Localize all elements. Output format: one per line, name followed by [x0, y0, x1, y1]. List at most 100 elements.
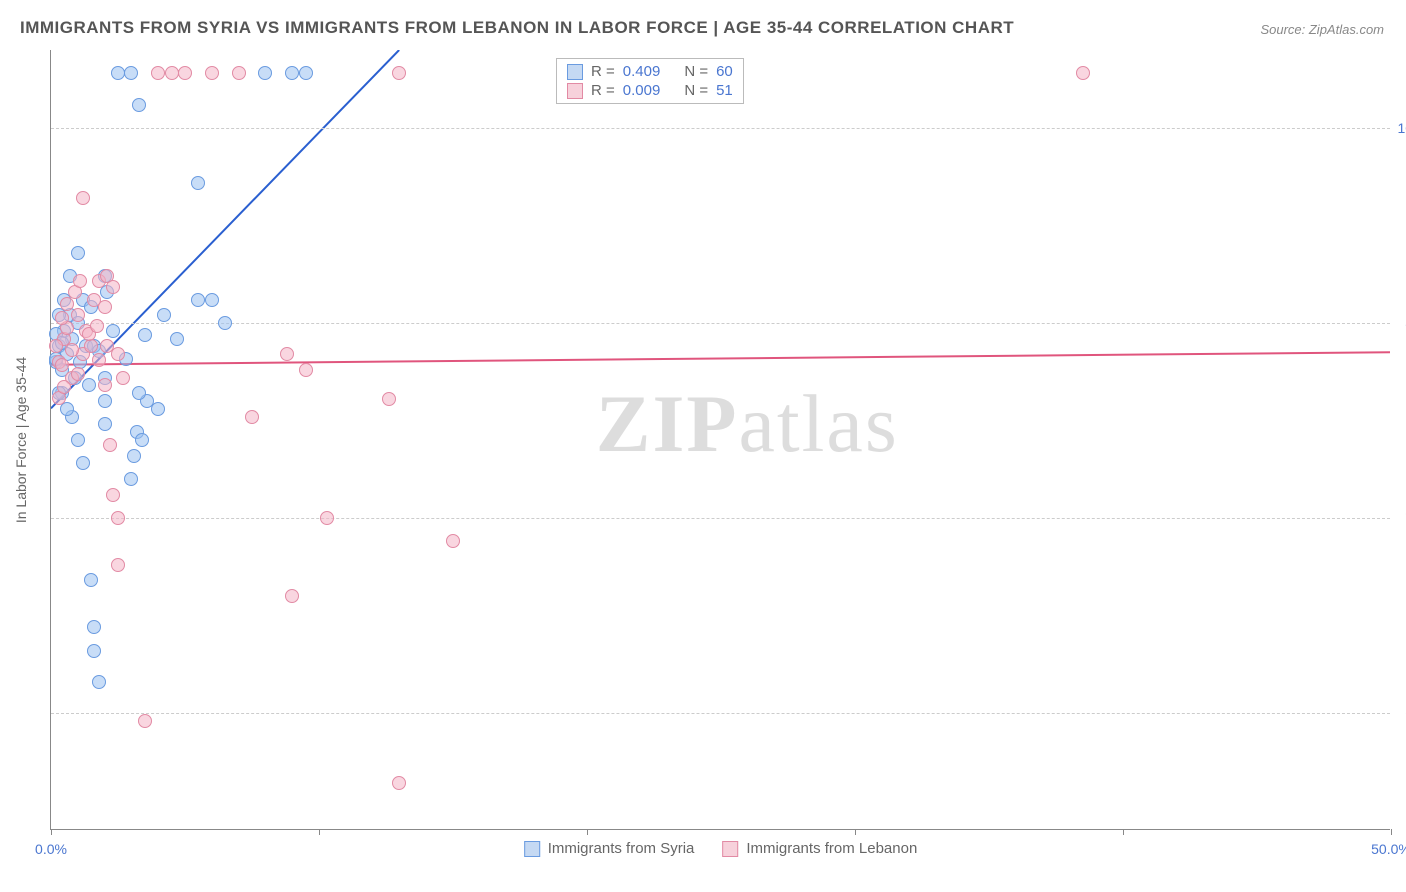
- scatter-point: [76, 456, 90, 470]
- scatter-point: [157, 308, 171, 322]
- scatter-point: [71, 367, 85, 381]
- scatter-point: [178, 66, 192, 80]
- scatter-point: [71, 308, 85, 322]
- scatter-point: [71, 246, 85, 260]
- y-axis-label: In Labor Force | Age 35-44: [13, 356, 29, 522]
- scatter-point: [98, 300, 112, 314]
- r-label: R =: [591, 63, 615, 80]
- scatter-point: [124, 66, 138, 80]
- x-tick: [319, 829, 320, 835]
- scatter-point: [138, 714, 152, 728]
- n-value: 60: [716, 63, 733, 80]
- x-tick: [51, 829, 52, 835]
- x-tick: [1123, 829, 1124, 835]
- x-tick: [1391, 829, 1392, 835]
- scatter-point: [106, 324, 120, 338]
- scatter-point: [65, 343, 79, 357]
- scatter-point: [71, 433, 85, 447]
- scatter-point: [87, 620, 101, 634]
- scatter-point: [124, 472, 138, 486]
- gridline: [51, 713, 1390, 714]
- legend-item: Immigrants from Lebanon: [722, 840, 917, 857]
- legend-label: Immigrants from Syria: [548, 840, 695, 857]
- scatter-point: [90, 319, 104, 333]
- source-attribution: Source: ZipAtlas.com: [1260, 22, 1384, 37]
- gridline: [51, 323, 1390, 324]
- legend-swatch: [567, 64, 583, 80]
- scatter-point: [138, 328, 152, 342]
- r-label: R =: [591, 82, 615, 99]
- scatter-point: [73, 274, 87, 288]
- scatter-point: [205, 66, 219, 80]
- scatter-point: [258, 66, 272, 80]
- scatter-point: [111, 66, 125, 80]
- gridline: [51, 518, 1390, 519]
- scatter-point: [100, 339, 114, 353]
- scatter-point: [132, 98, 146, 112]
- scatter-point: [49, 339, 63, 353]
- n-label: N =: [684, 82, 708, 99]
- scatter-point: [132, 386, 146, 400]
- scatter-point: [127, 449, 141, 463]
- legend-label: Immigrants from Lebanon: [746, 840, 917, 857]
- scatter-point: [382, 392, 396, 406]
- scatter-point: [82, 378, 96, 392]
- scatter-point: [84, 339, 98, 353]
- scatter-point: [55, 311, 69, 325]
- y-tick-label: 87.5%: [1395, 315, 1406, 331]
- legend-row: R = 0.409 N = 60: [567, 63, 733, 80]
- scatter-point: [106, 488, 120, 502]
- watermark: ZIPatlas: [596, 377, 899, 471]
- scatter-point: [165, 66, 179, 80]
- scatter-point: [1076, 66, 1090, 80]
- scatter-point: [299, 363, 313, 377]
- scatter-point: [446, 534, 460, 548]
- plot-area: In Labor Force | Age 35-44 ZIPatlas R = …: [50, 50, 1390, 830]
- legend-row: R = 0.009 N = 51: [567, 82, 733, 99]
- scatter-point: [98, 378, 112, 392]
- scatter-point: [84, 573, 98, 587]
- scatter-point: [151, 66, 165, 80]
- legend-correlation: R = 0.409 N = 60 R = 0.009 N = 51: [556, 58, 744, 104]
- scatter-point: [285, 589, 299, 603]
- y-tick-label: 75.0%: [1395, 510, 1406, 526]
- x-tick: [855, 829, 856, 835]
- scatter-point: [103, 438, 117, 452]
- scatter-point: [111, 511, 125, 525]
- chart-title: IMMIGRANTS FROM SYRIA VS IMMIGRANTS FROM…: [20, 18, 1014, 38]
- legend-swatch: [524, 841, 540, 857]
- scatter-point: [232, 66, 246, 80]
- r-value: 0.009: [623, 82, 661, 99]
- scatter-point: [280, 347, 294, 361]
- scatter-point: [106, 280, 120, 294]
- legend-swatch: [722, 841, 738, 857]
- gridline: [51, 128, 1390, 129]
- x-tick-label: 0.0%: [35, 841, 67, 857]
- n-label: N =: [684, 63, 708, 80]
- n-value: 51: [716, 82, 733, 99]
- scatter-point: [76, 191, 90, 205]
- scatter-point: [98, 394, 112, 408]
- scatter-point: [218, 316, 232, 330]
- scatter-point: [320, 511, 334, 525]
- x-tick-label: 50.0%: [1371, 841, 1406, 857]
- scatter-point: [98, 417, 112, 431]
- scatter-point: [87, 644, 101, 658]
- legend-item: Immigrants from Syria: [524, 840, 695, 857]
- scatter-point: [205, 293, 219, 307]
- scatter-point: [245, 410, 259, 424]
- y-tick-label: 62.5%: [1395, 705, 1406, 721]
- scatter-point: [92, 353, 106, 367]
- scatter-point: [135, 433, 149, 447]
- legend-swatch: [567, 83, 583, 99]
- scatter-point: [57, 380, 71, 394]
- scatter-point: [191, 293, 205, 307]
- scatter-point: [151, 402, 165, 416]
- scatter-point: [55, 358, 69, 372]
- scatter-point: [60, 297, 74, 311]
- scatter-point: [299, 66, 313, 80]
- legend-series: Immigrants from Syria Immigrants from Leb…: [524, 840, 918, 857]
- scatter-point: [392, 776, 406, 790]
- y-tick-label: 100.0%: [1395, 120, 1406, 136]
- scatter-point: [170, 332, 184, 346]
